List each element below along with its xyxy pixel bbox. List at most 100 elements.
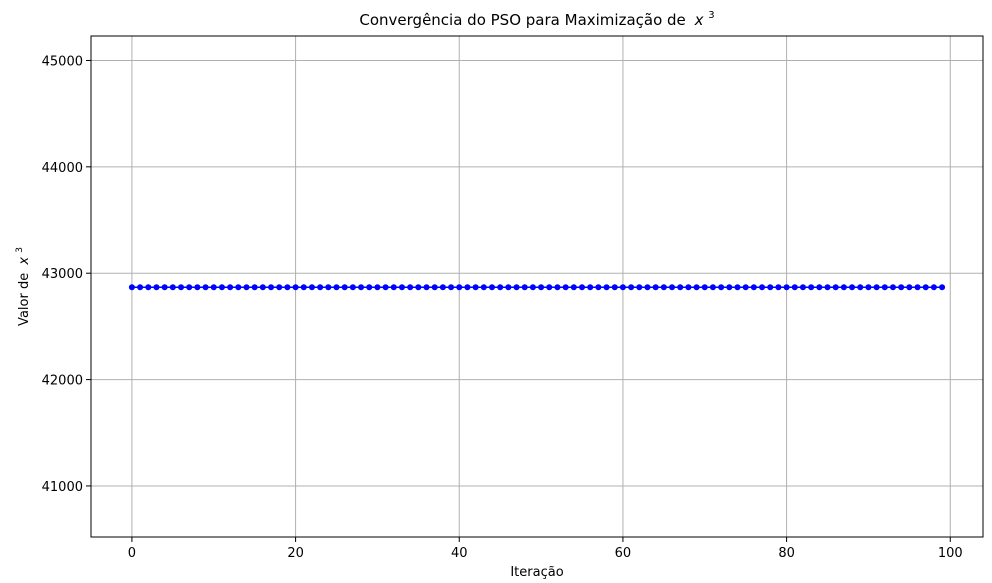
data-point: [898, 284, 905, 291]
data-point: [456, 284, 463, 291]
data-point: [734, 284, 741, 291]
data-point: [636, 284, 643, 291]
data-point: [439, 284, 446, 291]
data-point: [840, 284, 847, 291]
data-point: [218, 284, 225, 291]
data-point: [235, 284, 242, 291]
data-point: [415, 284, 422, 291]
data-point: [595, 284, 602, 291]
y-tick-label: 45000: [42, 54, 83, 69]
data-point: [742, 284, 749, 291]
y-tick-label: 41000: [42, 480, 83, 495]
data-point: [619, 284, 626, 291]
data-point: [652, 284, 659, 291]
data-point: [292, 284, 299, 291]
y-tick-label: 44000: [42, 161, 83, 176]
data-point: [423, 284, 430, 291]
data-point: [538, 284, 545, 291]
data-point: [505, 284, 512, 291]
data-point: [202, 284, 209, 291]
data-point: [709, 284, 716, 291]
data-point: [767, 284, 774, 291]
data-point: [521, 284, 528, 291]
data-point: [341, 284, 348, 291]
x-tick-label: 60: [615, 546, 632, 561]
x-tick-label: 20: [287, 546, 304, 561]
data-point: [939, 284, 946, 291]
data-point: [554, 284, 561, 291]
data-point: [922, 284, 929, 291]
data-point: [268, 284, 275, 291]
data-point: [611, 284, 618, 291]
data-point: [775, 284, 782, 291]
x-tick-label: 80: [778, 546, 795, 561]
chart-title: Convergência do PSO para Maximização de …: [359, 10, 714, 29]
x-axis-label: Iteração: [510, 565, 563, 580]
data-point: [178, 284, 185, 291]
data-point: [570, 284, 577, 291]
data-point: [480, 284, 487, 291]
x-axis: 0 20 40 60 80 100: [128, 537, 963, 561]
data-point: [317, 284, 324, 291]
data-point: [374, 284, 381, 291]
data-point: [677, 284, 684, 291]
data-point: [628, 284, 635, 291]
data-point: [243, 284, 250, 291]
data-point: [276, 284, 283, 291]
data-point: [210, 284, 217, 291]
data-point: [914, 284, 921, 291]
y-axis-label: Valor de x 3: [15, 247, 32, 326]
data-point: [759, 284, 766, 291]
y-tick-label: 42000: [42, 374, 83, 389]
data-point: [849, 284, 856, 291]
data-point: [881, 284, 888, 291]
data-point: [431, 284, 438, 291]
data-point: [398, 284, 405, 291]
data-point: [308, 284, 315, 291]
data-point: [603, 284, 610, 291]
data-point: [701, 284, 708, 291]
data-point: [693, 284, 700, 291]
data-point: [832, 284, 839, 291]
x-tick-label: 40: [451, 546, 468, 561]
data-point: [300, 284, 307, 291]
data-point: [128, 284, 135, 291]
y-axis: 41000 42000 43000 44000 45000: [42, 54, 91, 495]
data-point: [808, 284, 815, 291]
x-tick-label: 0: [128, 546, 136, 561]
data-point: [799, 284, 806, 291]
data-point: [169, 284, 176, 291]
data-point: [333, 284, 340, 291]
data-point: [513, 284, 520, 291]
data-point: [349, 284, 356, 291]
data-point: [325, 284, 332, 291]
data-point: [497, 284, 504, 291]
series-line: [128, 284, 946, 291]
x-tick-label: 100: [938, 546, 963, 561]
data-point: [259, 284, 266, 291]
data-point: [660, 284, 667, 291]
data-point: [358, 284, 365, 291]
data-point: [227, 284, 234, 291]
plot-frame: [90, 35, 984, 538]
data-point: [161, 284, 168, 291]
data-point: [873, 284, 880, 291]
data-point: [889, 284, 896, 291]
data-point: [750, 284, 757, 291]
data-point: [448, 284, 455, 291]
data-point: [824, 284, 831, 291]
data-point: [906, 284, 913, 291]
data-point: [153, 284, 160, 291]
data-point: [472, 284, 479, 291]
data-point: [137, 284, 144, 291]
data-point: [390, 284, 397, 291]
data-point: [366, 284, 373, 291]
y-tick-label: 43000: [42, 267, 83, 282]
data-point: [930, 284, 937, 291]
data-point: [407, 284, 414, 291]
data-point: [464, 284, 471, 291]
data-point: [718, 284, 725, 291]
data-point: [685, 284, 692, 291]
data-point: [488, 284, 495, 291]
data-point: [562, 284, 569, 291]
